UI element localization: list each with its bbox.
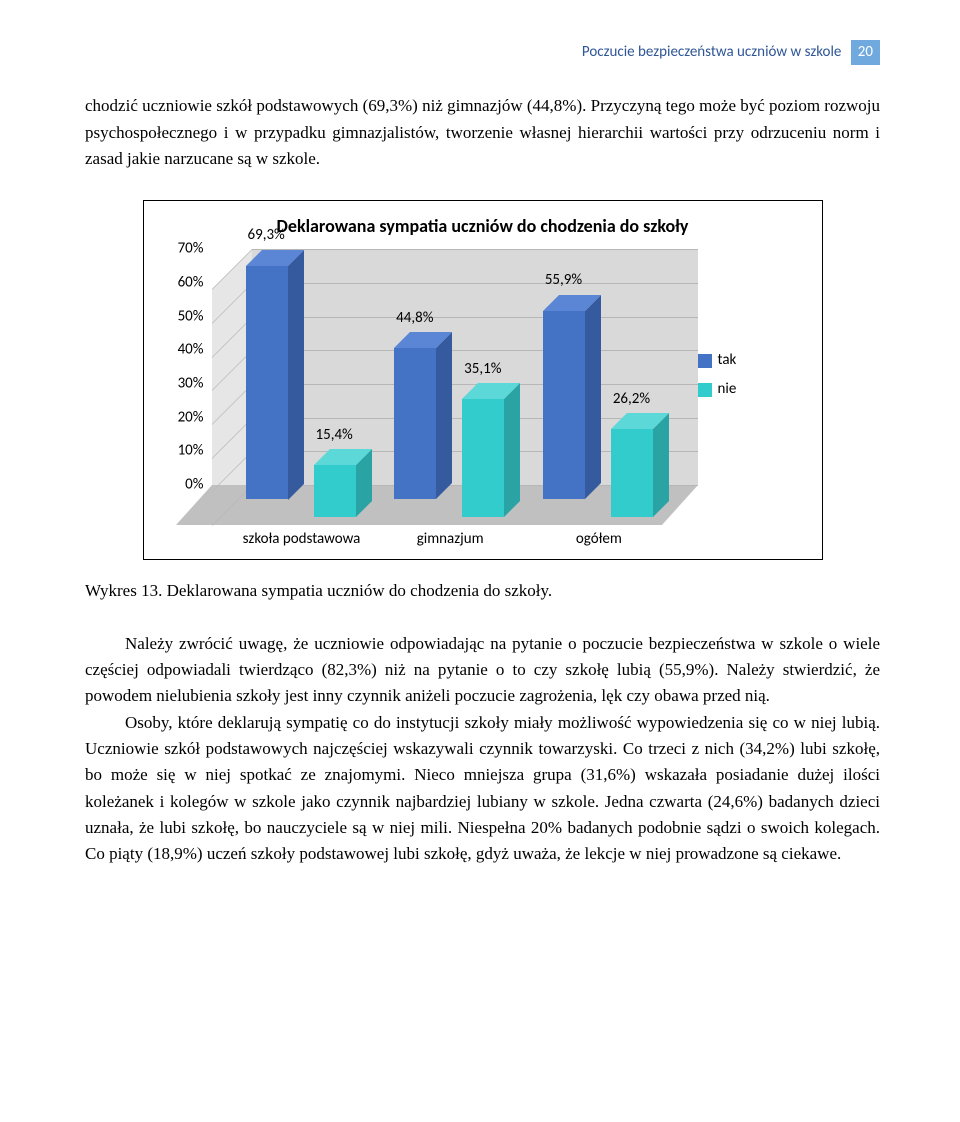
y-tick-label: 0% (158, 474, 204, 497)
legend-item-tak: tak (698, 349, 798, 372)
paragraph-2: Należy zwrócić uwagę, że uczniowie odpow… (85, 631, 880, 710)
y-tick-label: 30% (158, 372, 204, 395)
bar: 44,8% (394, 348, 436, 499)
page-number-badge: 20 (851, 40, 880, 65)
y-tick-label: 20% (158, 406, 204, 429)
bar-value-label: 69,3% (248, 224, 285, 247)
page-header: Poczucie bezpieczeństwa uczniów w szkole… (85, 40, 880, 65)
y-tick-label: 70% (158, 238, 204, 261)
legend-swatch-tak (698, 354, 712, 368)
bar-value-label: 55,9% (545, 269, 582, 292)
gridline (252, 249, 698, 250)
y-tick-label: 10% (158, 440, 204, 463)
gridline (252, 350, 698, 351)
x-tick-label: gimnazjum (370, 528, 530, 551)
legend-item-nie: nie (698, 378, 798, 401)
bar-value-label: 15,4% (316, 424, 353, 447)
legend-label-tak: tak (718, 349, 737, 372)
legend-label-nie: nie (718, 378, 737, 401)
chart-plot-inner: 69,3% 15,4% 44,8% 35,1% 55,9% 26,2% (212, 249, 698, 525)
y-tick-label: 40% (158, 339, 204, 362)
x-tick-label: szkoła podstawowa (222, 528, 382, 551)
bar-value-label: 44,8% (396, 307, 433, 330)
y-tick-label: 50% (158, 305, 204, 328)
chart-container: Deklarowana sympatia uczniów do chodzeni… (143, 200, 823, 560)
bar: 26,2% (611, 429, 653, 517)
legend-swatch-nie (698, 383, 712, 397)
gridline (252, 317, 698, 318)
paragraph-3: Osoby, które deklarują sympatię co do in… (85, 710, 880, 868)
bar: 15,4% (314, 465, 356, 517)
chart-legend: tak nie (698, 249, 798, 408)
gridline (252, 283, 698, 284)
header-title: Poczucie bezpieczeństwa uczniów w szkole (582, 43, 841, 61)
chart-plot: 69,3% 15,4% 44,8% 35,1% 55,9% 26,2% 0% 10% 20% 3… (158, 249, 698, 549)
bar-value-label: 26,2% (613, 388, 650, 411)
paragraph-1: chodzić uczniowie szkół podstawowych (69… (85, 93, 880, 172)
y-tick-label: 60% (158, 271, 204, 294)
bar-value-label: 35,1% (464, 358, 501, 381)
bar: 35,1% (462, 399, 504, 517)
bar: 55,9% (543, 311, 585, 499)
x-tick-label: ogółem (519, 528, 679, 551)
chart-caption: Wykres 13. Deklarowana sympatia uczniów … (85, 578, 880, 604)
bar: 69,3% (246, 266, 288, 500)
